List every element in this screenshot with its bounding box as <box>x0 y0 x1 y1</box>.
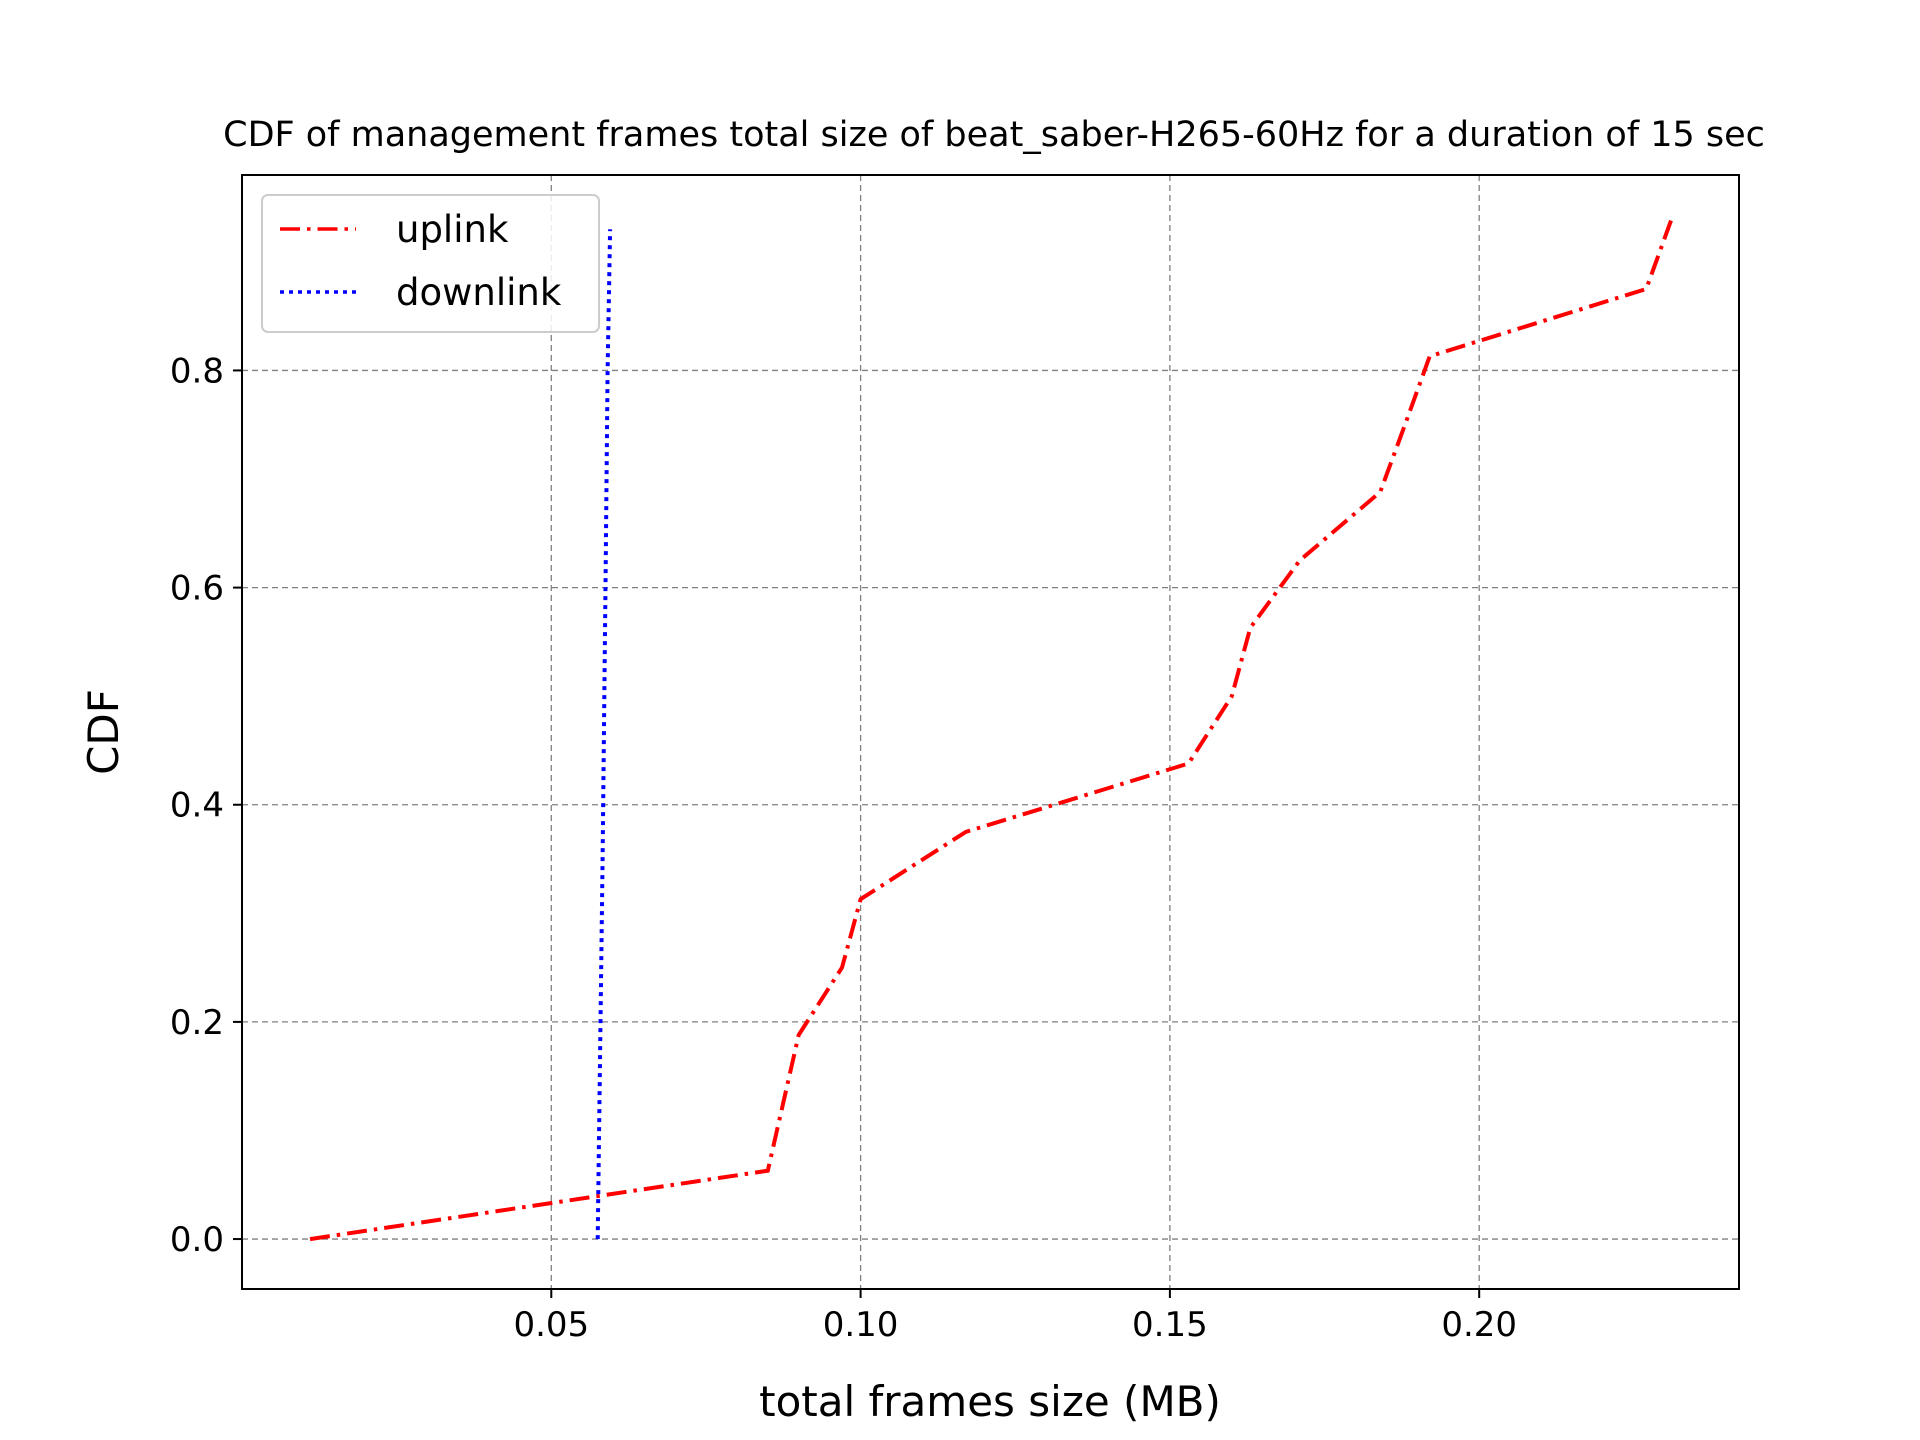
x-axis-label: total frames size (MB) <box>759 1377 1221 1426</box>
y-tick-label: 0.2 <box>170 1003 224 1043</box>
legend: uplink downlink <box>261 194 600 333</box>
series-lines <box>309 219 1673 1242</box>
x-tick-label: 0.20 <box>1441 1305 1517 1345</box>
chart-title: CDF of management frames total size of b… <box>223 115 1765 155</box>
y-tick-label: 0.4 <box>170 786 224 826</box>
x-tick-label: 0.10 <box>823 1305 899 1345</box>
series-line-downlink <box>595 229 613 1240</box>
y-tick-label: 0.0 <box>170 1220 224 1260</box>
legend-downlink-label: downlink <box>396 271 562 314</box>
x-tick-label: 0.15 <box>1132 1305 1208 1345</box>
plot-area-frame <box>241 174 1740 1290</box>
y-tick-label: 0.6 <box>170 569 224 609</box>
y-tick-label: 0.8 <box>170 351 224 391</box>
grid-lines <box>242 175 1739 1289</box>
axis-ticks: 0.05 0.10 0.15 0.20 0.0 0.2 0.4 0.6 0.8 <box>170 351 1517 1345</box>
x-tick-label: 0.05 <box>513 1305 589 1345</box>
legend-uplink-label: uplink <box>396 208 509 251</box>
series-line-uplink <box>309 219 1673 1242</box>
y-axis-label: CDF <box>79 689 128 775</box>
